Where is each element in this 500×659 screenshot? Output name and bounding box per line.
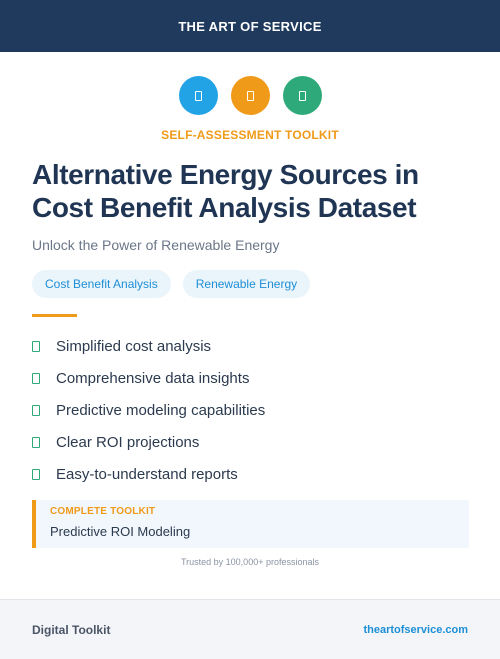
- list-item: Predictive modeling capabilities: [32, 394, 265, 426]
- footer-label: Digital Toolkit: [32, 622, 111, 637]
- list-item: Simplified cost analysis: [32, 330, 265, 362]
- checkbox-icon: [32, 436, 40, 448]
- page-subtitle: Unlock the Power of Renewable Energy: [32, 237, 280, 253]
- feature-label: Clear ROI projections: [56, 433, 200, 451]
- icon-row: [0, 76, 500, 115]
- feature-label: Comprehensive data insights: [56, 369, 250, 387]
- header-bar: THE ART OF SERVICE: [0, 0, 500, 52]
- page-title: Alternative Energy Sources in Cost Benef…: [32, 159, 419, 223]
- document-icon: [230, 76, 270, 115]
- toolkit-callout: COMPLETE TOOLKIT Predictive ROI Modeling: [32, 500, 469, 548]
- kicker-label: SELF-ASSESSMENT TOOLKIT: [161, 128, 339, 142]
- checkbox-icon: [32, 404, 40, 416]
- feature-label: Easy-to-understand reports: [56, 465, 238, 483]
- checkbox-icon: [32, 340, 40, 352]
- list-item: Clear ROI projections: [32, 426, 265, 458]
- callout-label: COMPLETE TOOLKIT: [50, 506, 156, 517]
- tag-list: Cost Benefit Analysis Renewable Energy: [32, 270, 311, 298]
- tag-cost-benefit-analysis: Cost Benefit Analysis: [32, 270, 171, 298]
- document-icon: [282, 76, 322, 115]
- feature-label: Predictive modeling capabilities: [56, 401, 266, 419]
- tag-renewable-energy: Renewable Energy: [182, 270, 311, 298]
- feature-list: Simplified cost analysis Comprehensive d…: [32, 330, 265, 490]
- accent-divider: [32, 314, 77, 317]
- brand-title: THE ART OF SERVICE: [178, 18, 322, 34]
- document-icon: [178, 76, 218, 115]
- list-item: Comprehensive data insights: [32, 362, 265, 394]
- list-item: Easy-to-understand reports: [32, 458, 265, 490]
- feature-label: Simplified cost analysis: [56, 337, 212, 355]
- footer-bar: Digital Toolkit theartofservice.com: [0, 599, 500, 659]
- website-link[interactable]: theartofservice.com: [363, 623, 468, 636]
- checkbox-icon: [32, 372, 40, 384]
- callout-text: Predictive ROI Modeling: [50, 524, 191, 539]
- trust-note: Trusted by 100,000+ professionals: [180, 557, 319, 567]
- checkbox-icon: [32, 468, 40, 480]
